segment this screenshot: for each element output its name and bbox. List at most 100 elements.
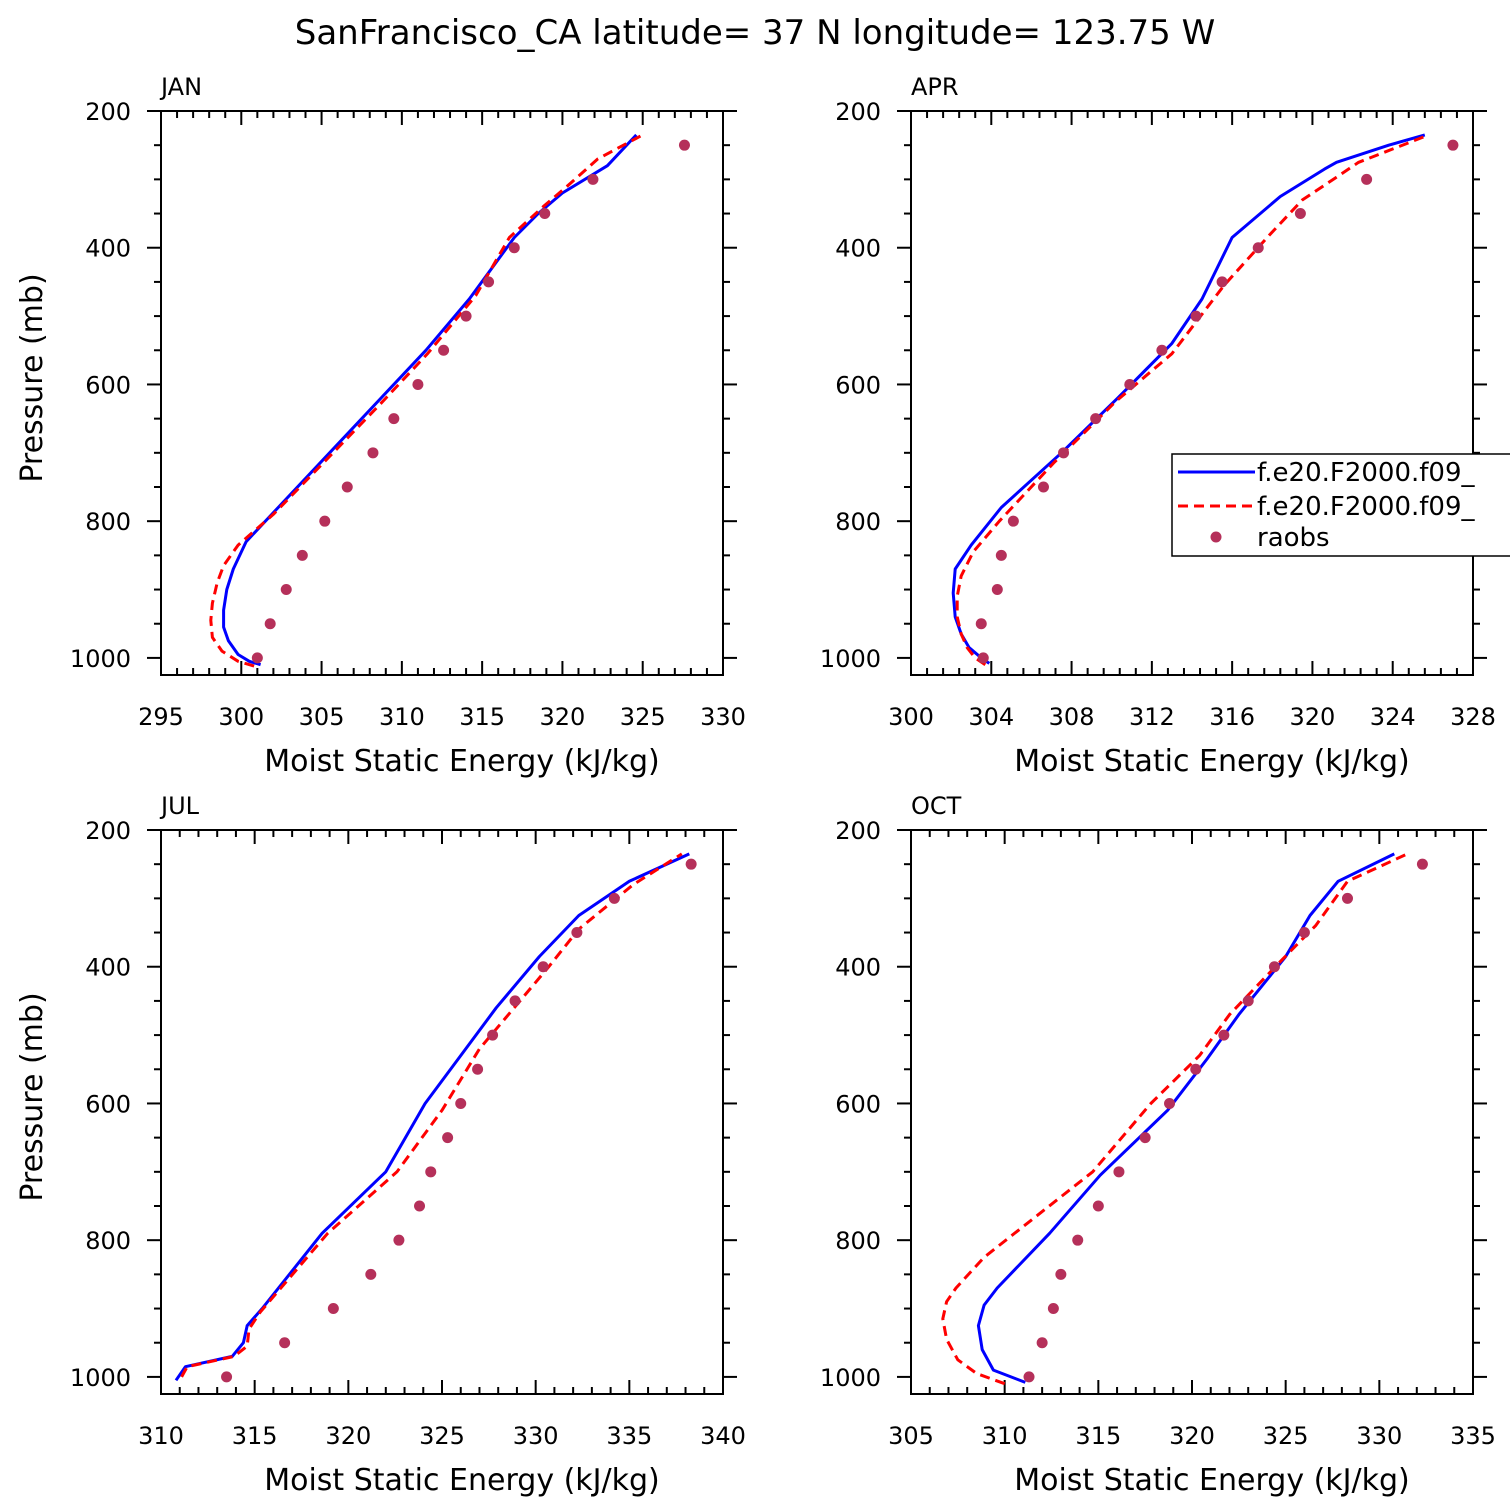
series-dashed-line-oct — [941, 852, 1409, 1386]
x-tick-label-jul: 315 — [232, 1422, 278, 1450]
raobs-point-oct — [1047, 1303, 1059, 1315]
raobs-point-oct — [1298, 927, 1310, 939]
raobs-point-jul — [425, 1166, 437, 1178]
y-tick-label-jan: 1000 — [70, 645, 131, 673]
series-dashed-line-jan — [209, 133, 644, 668]
raobs-point-oct — [1092, 1200, 1104, 1212]
raobs-point-apr — [1124, 378, 1136, 390]
y-axis-title-jan: Pressure (mb) — [15, 273, 50, 482]
y-tick-label-apr: 400 — [835, 235, 881, 263]
series-solid-line-apr — [951, 133, 1426, 665]
series-dashed-line-apr — [955, 133, 1430, 666]
figure-title: SanFrancisco_CA latitude= 37 N longitude… — [295, 13, 1216, 53]
x-tick-label-jan: 330 — [700, 703, 746, 731]
x-tick-label-oct: 325 — [1263, 1422, 1309, 1450]
legend-label-raobs: raobs — [1257, 523, 1330, 553]
raobs-point-jul — [487, 1029, 499, 1041]
y-tick-label-apr: 1000 — [820, 645, 881, 673]
y-tick-label-oct: 1000 — [820, 1364, 881, 1392]
x-tick-label-jul: 310 — [138, 1422, 184, 1450]
raobs-point-apr — [1190, 310, 1202, 322]
x-axis-title-jul: Moist Static Energy (kJ/kg) — [264, 1463, 660, 1498]
panel-jul: 310 315 320 325 330 335 340 200 400 600 800 1000 JUL… — [15, 792, 746, 1498]
raobs-point-apr — [1037, 481, 1049, 493]
y-tick-label-apr: 600 — [835, 371, 881, 399]
raobs-point-jan — [587, 173, 599, 185]
raobs-point-apr — [1090, 413, 1102, 425]
raobs-point-jul — [221, 1371, 233, 1383]
y-tick-label-jan: 200 — [85, 98, 131, 126]
raobs-point-oct — [1139, 1132, 1151, 1144]
y-tick-label-jul: 600 — [85, 1090, 131, 1118]
x-tick-label-apr: 308 — [1049, 703, 1095, 731]
plot-frame-apr — [910, 110, 1474, 676]
raobs-point-oct — [1268, 961, 1280, 973]
panel-apr: 300 304 308 312 316 320 324 328 200 400 600 800 1000… — [820, 73, 1496, 779]
raobs-point-jan — [264, 618, 276, 630]
raobs-point-jan — [341, 481, 353, 493]
raobs-point-jan — [539, 208, 551, 220]
panel-jan: 295 300 305 310 315 320 325 330 200 400 600 800 1000… — [15, 73, 746, 779]
raobs-point-oct — [1113, 1166, 1125, 1178]
series-solid-line-jan — [222, 133, 638, 667]
raobs-point-oct — [1023, 1371, 1035, 1383]
panel-label-apr: APR — [911, 73, 959, 101]
y-tick-label-jul: 200 — [85, 817, 131, 845]
raobs-point-jul — [571, 927, 583, 939]
raobs-point-oct — [1164, 1097, 1176, 1109]
x-tick-label-jul: 340 — [700, 1422, 746, 1450]
raobs-point-apr — [995, 549, 1007, 561]
raobs-point-oct — [1218, 1029, 1230, 1041]
raobs-point-apr — [975, 618, 987, 630]
raobs-point-jan — [296, 549, 308, 561]
x-tick-label-oct: 330 — [1356, 1422, 1402, 1450]
y-tick-label-jul: 800 — [85, 1227, 131, 1255]
raobs-point-jul — [365, 1268, 377, 1280]
raobs-point-jan — [319, 515, 331, 527]
y-tick-label-apr: 800 — [835, 508, 881, 536]
x-tick-label-jul: 325 — [419, 1422, 465, 1450]
raobs-point-jul — [537, 961, 549, 973]
x-tick-label-apr: 320 — [1290, 703, 1336, 731]
raobs-point-jul — [509, 995, 521, 1007]
x-tick-label-oct: 315 — [1075, 1422, 1121, 1450]
x-tick-label-jan: 315 — [459, 703, 505, 731]
x-tick-label-jul: 320 — [325, 1422, 371, 1450]
raobs-point-apr — [1294, 208, 1306, 220]
legend: f.e20.F2000.f09_ f.e20.F2000.f09_ raobs — [1171, 453, 1510, 557]
x-tick-label-oct: 310 — [982, 1422, 1028, 1450]
x-tick-label-apr: 328 — [1450, 703, 1496, 731]
raobs-point-oct — [1341, 892, 1353, 904]
raobs-point-jan — [678, 139, 690, 151]
raobs-point-apr — [977, 652, 989, 664]
raobs-point-apr — [1058, 447, 1070, 459]
raobs-point-jan — [251, 652, 263, 664]
panel-oct: 305 310 315 320 325 330 335 200 400 600 800 1000 OCT… — [820, 792, 1496, 1498]
raobs-point-oct — [1072, 1234, 1084, 1246]
raobs-point-apr — [1447, 139, 1459, 151]
plot-frame-jan — [160, 110, 724, 676]
y-tick-label-jul: 1000 — [70, 1364, 131, 1392]
raobs-point-oct — [1242, 995, 1254, 1007]
y-tick-label-jul: 400 — [85, 954, 131, 982]
y-tick-label-apr: 200 — [835, 98, 881, 126]
raobs-point-oct — [1190, 1063, 1202, 1075]
raobs-point-jul — [414, 1200, 426, 1212]
x-axis-title-jan: Moist Static Energy (kJ/kg) — [264, 744, 660, 779]
raobs-point-oct — [1055, 1268, 1067, 1280]
raobs-point-jan — [280, 584, 292, 596]
raobs-point-apr — [1252, 242, 1264, 254]
raobs-point-apr — [991, 584, 1003, 596]
raobs-point-jul — [472, 1063, 484, 1075]
x-tick-label-apr: 312 — [1129, 703, 1175, 731]
series-dashed-line-jul — [180, 852, 683, 1378]
y-tick-label-oct: 600 — [835, 1090, 881, 1118]
x-tick-label-jan: 325 — [620, 703, 666, 731]
raobs-point-apr — [1156, 344, 1168, 356]
series-solid-line-oct — [976, 852, 1395, 1384]
raobs-point-apr — [1216, 276, 1228, 288]
x-tick-label-apr: 300 — [888, 703, 934, 731]
x-tick-label-jan: 310 — [379, 703, 425, 731]
x-tick-label-oct: 305 — [888, 1422, 934, 1450]
